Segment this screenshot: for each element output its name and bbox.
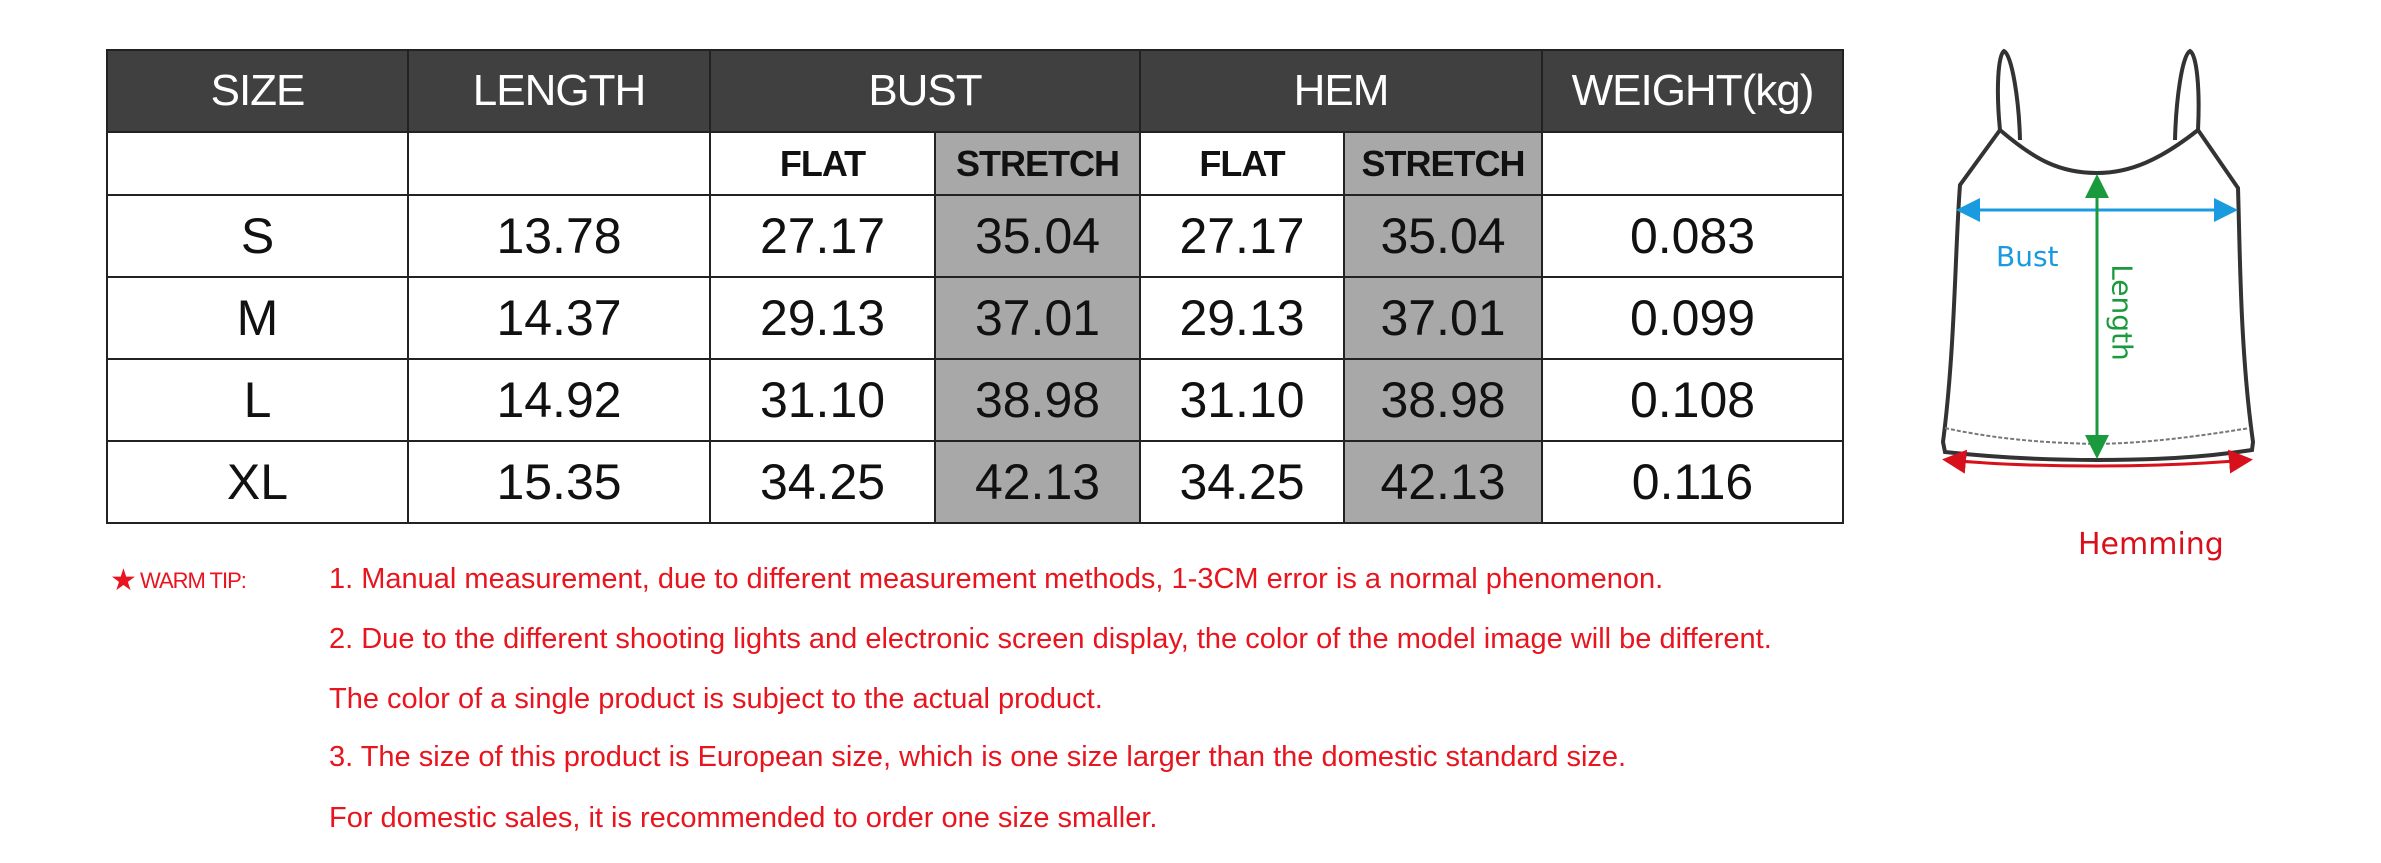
table-row: L 14.92 31.10 38.98 31.10 38.98 0.108 bbox=[106, 358, 1844, 442]
bust-flat-header: FLAT bbox=[709, 131, 936, 196]
tip-line-4: 3. The size of this product is European … bbox=[329, 741, 1627, 773]
table-row: XL 15.35 34.25 42.13 34.25 42.13 0.116 bbox=[106, 440, 1844, 524]
header-bust: BUST bbox=[709, 49, 1141, 133]
length-label: Length bbox=[2105, 264, 2139, 361]
cell-weight: 0.108 bbox=[1541, 358, 1844, 442]
size-chart-table: SIZE LENGTH BUST HEM WEIGHT(kg) FLAT STR… bbox=[106, 49, 1844, 524]
tip-line-1: 1. Manual measurement, due to different … bbox=[329, 563, 1664, 595]
cell-hem-stretch: 37.01 bbox=[1343, 276, 1543, 360]
cell-weight: 0.083 bbox=[1541, 194, 1844, 278]
cell-hem-stretch: 38.98 bbox=[1343, 358, 1543, 442]
bust-stretch-header: STRETCH bbox=[934, 131, 1141, 196]
cell-size: L bbox=[106, 358, 409, 442]
tip-line-5: For domestic sales, it is recommended to… bbox=[329, 802, 1158, 834]
cell-weight: 0.099 bbox=[1541, 276, 1844, 360]
header-row: SIZE LENGTH BUST HEM WEIGHT(kg) bbox=[106, 49, 1844, 133]
cell-bust-stretch: 35.04 bbox=[934, 194, 1141, 278]
tip-line-2: 2. Due to the different shooting lights … bbox=[329, 623, 1772, 655]
tip-line-3: The color of a single product is subject… bbox=[329, 683, 1103, 715]
cell-hem-flat: 34.25 bbox=[1139, 440, 1345, 524]
cell-hem-flat: 27.17 bbox=[1139, 194, 1345, 278]
hem-stretch-header: STRETCH bbox=[1343, 131, 1543, 196]
star-icon: ★ bbox=[110, 564, 137, 597]
cell-weight: 0.116 bbox=[1541, 440, 1844, 524]
cell-bust-flat: 31.10 bbox=[709, 358, 936, 442]
cell-hem-stretch: 35.04 bbox=[1343, 194, 1543, 278]
cell-size: M bbox=[106, 276, 409, 360]
header-size: SIZE bbox=[106, 49, 409, 133]
subheader-row: FLAT STRETCH FLAT STRETCH bbox=[106, 131, 1844, 196]
header-hem: HEM bbox=[1139, 49, 1543, 133]
cell-hem-stretch: 42.13 bbox=[1343, 440, 1543, 524]
header-weight: WEIGHT(kg) bbox=[1541, 49, 1844, 133]
warm-tip-label: WARM TIP: bbox=[140, 568, 247, 593]
cell-hem-flat: 29.13 bbox=[1139, 276, 1345, 360]
hem-flat-header: FLAT bbox=[1139, 131, 1345, 196]
cell-bust-stretch: 37.01 bbox=[934, 276, 1141, 360]
cell-bust-flat: 34.25 bbox=[709, 440, 936, 524]
table-row: S 13.78 27.17 35.04 27.17 35.04 0.083 bbox=[106, 194, 1844, 278]
empty-cell bbox=[1541, 131, 1844, 196]
empty-cell bbox=[407, 131, 711, 196]
cell-length: 13.78 bbox=[407, 194, 711, 278]
cell-bust-flat: 29.13 bbox=[709, 276, 936, 360]
cell-hem-flat: 31.10 bbox=[1139, 358, 1345, 442]
cell-bust-flat: 27.17 bbox=[709, 194, 936, 278]
cell-bust-stretch: 38.98 bbox=[934, 358, 1141, 442]
cell-size: S bbox=[106, 194, 409, 278]
cell-length: 14.92 bbox=[407, 358, 711, 442]
cell-size: XL bbox=[106, 440, 409, 524]
hem-arrow bbox=[1942, 449, 2253, 474]
header-length: LENGTH bbox=[407, 49, 711, 133]
cell-length: 15.35 bbox=[407, 440, 711, 524]
hemming-label: Hemming bbox=[2078, 527, 2224, 562]
cell-length: 14.37 bbox=[407, 276, 711, 360]
bust-label: Bust bbox=[1996, 240, 2059, 273]
cell-bust-stretch: 42.13 bbox=[934, 440, 1141, 524]
table-row: M 14.37 29.13 37.01 29.13 37.01 0.099 bbox=[106, 276, 1844, 360]
empty-cell bbox=[106, 131, 409, 196]
